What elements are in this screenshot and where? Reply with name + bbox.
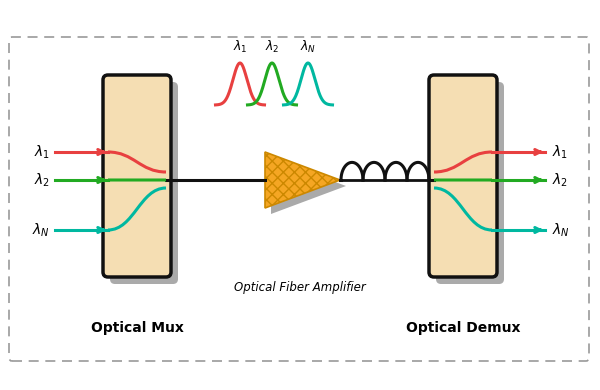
Text: $\lambda_2$: $\lambda_2$ xyxy=(34,171,50,189)
Text: Optical Fiber Amplifier: Optical Fiber Amplifier xyxy=(234,280,366,294)
FancyBboxPatch shape xyxy=(436,82,504,284)
Text: $\lambda_N$: $\lambda_N$ xyxy=(32,221,50,239)
Polygon shape xyxy=(271,158,346,214)
FancyBboxPatch shape xyxy=(110,82,178,284)
FancyBboxPatch shape xyxy=(429,75,497,277)
Text: Optical Demux: Optical Demux xyxy=(406,321,520,335)
Text: $\lambda_N$: $\lambda_N$ xyxy=(300,39,316,55)
Polygon shape xyxy=(265,152,340,208)
FancyBboxPatch shape xyxy=(9,37,589,361)
Text: $\lambda_2$: $\lambda_2$ xyxy=(265,39,279,55)
Text: $\lambda_1$: $\lambda_1$ xyxy=(34,143,50,161)
FancyBboxPatch shape xyxy=(103,75,171,277)
Text: $\lambda_N$: $\lambda_N$ xyxy=(552,221,570,239)
Text: $\lambda_2$: $\lambda_2$ xyxy=(552,171,568,189)
Text: Optical Mux: Optical Mux xyxy=(91,321,184,335)
Text: $\lambda_1$: $\lambda_1$ xyxy=(233,39,247,55)
Text: $\lambda_1$: $\lambda_1$ xyxy=(552,143,568,161)
